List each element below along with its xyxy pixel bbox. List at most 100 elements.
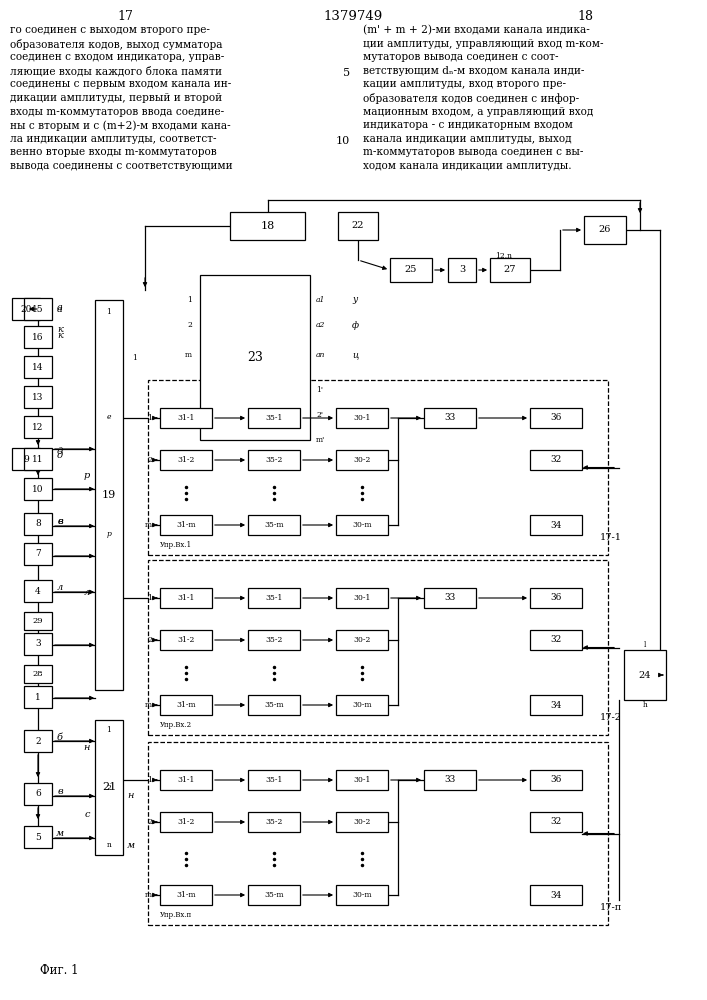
Bar bbox=[584, 216, 626, 244]
Text: 12,n: 12,n bbox=[496, 251, 513, 259]
Bar bbox=[490, 258, 530, 282]
Bar bbox=[160, 588, 212, 608]
Bar bbox=[24, 326, 52, 348]
Text: 35-m: 35-m bbox=[264, 521, 284, 529]
Bar bbox=[95, 720, 123, 855]
Text: m-коммутаторов вывода соединен с вы-: m-коммутаторов вывода соединен с вы- bbox=[363, 147, 583, 157]
Text: 36: 36 bbox=[550, 776, 561, 784]
Text: 30-1: 30-1 bbox=[354, 594, 370, 602]
Bar bbox=[12, 448, 40, 470]
Text: 21: 21 bbox=[102, 782, 116, 792]
Text: 5: 5 bbox=[343, 68, 350, 78]
Text: 1: 1 bbox=[107, 308, 112, 316]
Text: ла индикации амплитуды, соответст-: ла индикации амплитуды, соответст- bbox=[10, 134, 216, 144]
Text: дикации амплитуды, первый и второй: дикации амплитуды, первый и второй bbox=[10, 93, 222, 103]
Bar bbox=[530, 695, 582, 715]
Text: Фиг. 1: Фиг. 1 bbox=[40, 964, 78, 976]
Bar bbox=[424, 770, 476, 790]
Text: l: l bbox=[644, 641, 646, 649]
Text: 5: 5 bbox=[35, 832, 41, 842]
Bar bbox=[24, 612, 52, 630]
Text: 2: 2 bbox=[35, 736, 41, 746]
Text: ны с вторым и с (m+2)-м входами кана-: ны с вторым и с (m+2)-м входами кана- bbox=[10, 120, 230, 131]
Bar bbox=[530, 770, 582, 790]
Text: 27: 27 bbox=[504, 265, 516, 274]
Text: кации амплитуды, вход второго пре-: кации амплитуды, вход второго пре- bbox=[363, 79, 566, 89]
Bar bbox=[248, 630, 300, 650]
Bar bbox=[530, 885, 582, 905]
Bar bbox=[24, 783, 52, 805]
Bar bbox=[24, 665, 52, 683]
Bar bbox=[336, 812, 388, 832]
Text: 3: 3 bbox=[35, 640, 41, 648]
Text: к: к bbox=[57, 330, 63, 340]
Text: 35-2: 35-2 bbox=[265, 456, 283, 464]
Text: мутаторов вывода соединен с соот-: мутаторов вывода соединен с соот- bbox=[363, 52, 559, 62]
Text: 2: 2 bbox=[147, 456, 152, 464]
Text: 31-m: 31-m bbox=[176, 701, 196, 709]
Bar bbox=[24, 543, 52, 565]
Text: 25: 25 bbox=[405, 265, 417, 274]
Text: 23: 23 bbox=[247, 351, 263, 364]
Bar bbox=[160, 408, 212, 428]
Text: 32: 32 bbox=[550, 636, 561, 645]
Text: индикатора - с индикаторным входом: индикатора - с индикаторным входом bbox=[363, 120, 573, 130]
Bar bbox=[424, 408, 476, 428]
Text: н: н bbox=[84, 742, 90, 752]
Bar bbox=[448, 258, 476, 282]
Bar bbox=[24, 448, 52, 470]
Text: 36: 36 bbox=[550, 593, 561, 602]
Bar bbox=[336, 630, 388, 650]
Text: 18: 18 bbox=[260, 221, 274, 231]
Text: 19: 19 bbox=[102, 490, 116, 500]
Text: 1379749: 1379749 bbox=[323, 10, 382, 23]
Bar bbox=[248, 450, 300, 470]
Text: ц: ц bbox=[352, 351, 358, 360]
Text: 1: 1 bbox=[187, 296, 192, 304]
Text: го соединен с выходом второго пре-: го соединен с выходом второго пре- bbox=[10, 25, 210, 35]
Text: 31-1: 31-1 bbox=[177, 776, 194, 784]
Text: е: е bbox=[107, 413, 111, 421]
Text: 10: 10 bbox=[33, 485, 44, 493]
Text: 29: 29 bbox=[33, 617, 43, 625]
Bar bbox=[24, 826, 52, 848]
Text: 31-1: 31-1 bbox=[177, 594, 194, 602]
Text: 2: 2 bbox=[147, 818, 152, 826]
Text: 31-2: 31-2 bbox=[177, 636, 194, 644]
Text: ф: ф bbox=[352, 320, 359, 330]
Text: 6: 6 bbox=[35, 790, 41, 798]
Text: 20: 20 bbox=[21, 304, 32, 314]
Text: р: р bbox=[107, 530, 112, 538]
Text: 1: 1 bbox=[133, 355, 137, 362]
Text: к: к bbox=[57, 324, 63, 334]
Text: а: а bbox=[57, 304, 63, 314]
Bar bbox=[24, 356, 52, 378]
Text: с: с bbox=[84, 810, 90, 819]
Text: входы m-коммутаторов ввода соедине-: входы m-коммутаторов ввода соедине- bbox=[10, 107, 224, 117]
Text: л: л bbox=[57, 582, 63, 591]
Text: в: в bbox=[57, 786, 63, 796]
Text: 35-2: 35-2 bbox=[265, 818, 283, 826]
Text: h: h bbox=[643, 701, 648, 709]
Text: а2: а2 bbox=[316, 321, 325, 329]
Text: 31-m: 31-m bbox=[176, 891, 196, 899]
Text: ходом канала индикации амплитуды.: ходом канала индикации амплитуды. bbox=[363, 161, 572, 171]
Text: 35-1: 35-1 bbox=[265, 414, 283, 422]
Bar bbox=[160, 515, 212, 535]
Text: 33: 33 bbox=[445, 414, 455, 422]
Text: 12: 12 bbox=[33, 422, 44, 432]
Bar bbox=[530, 408, 582, 428]
Text: 34: 34 bbox=[550, 700, 561, 710]
Text: образователя кодов соединен с инфор-: образователя кодов соединен с инфор- bbox=[363, 93, 579, 104]
Text: образователя кодов, выход сумматора: образователя кодов, выход сумматора bbox=[10, 39, 223, 50]
Text: венно вторые входы m-коммутаторов: венно вторые входы m-коммутаторов bbox=[10, 147, 217, 157]
Text: 24: 24 bbox=[638, 670, 651, 680]
Text: 17-п: 17-п bbox=[600, 902, 622, 912]
Text: 31-1: 31-1 bbox=[177, 414, 194, 422]
Bar bbox=[160, 450, 212, 470]
Text: 32: 32 bbox=[550, 818, 561, 826]
Text: 1: 1 bbox=[35, 692, 41, 702]
Bar bbox=[200, 275, 310, 440]
Text: 2: 2 bbox=[107, 784, 112, 792]
Text: Упр.Вх.1: Упр.Вх.1 bbox=[160, 541, 192, 549]
